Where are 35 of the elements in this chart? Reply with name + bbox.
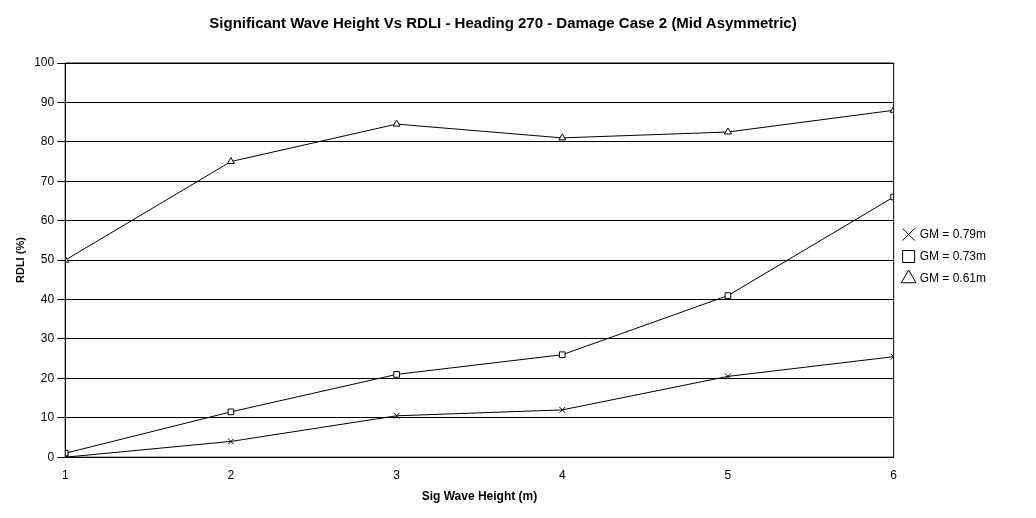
x-tick-label: 1 <box>61 467 69 482</box>
y-tick-label: 90 <box>40 94 55 109</box>
x-tick-label: 3 <box>393 467 401 482</box>
y-tick-label: 0 <box>47 449 55 464</box>
point <box>724 373 732 380</box>
point <box>227 408 235 416</box>
y-tick-label: 70 <box>40 173 55 188</box>
x-tick-label: 4 <box>558 467 566 482</box>
x-tick-label: 2 <box>227 467 235 482</box>
x-axis-title: Sig Wave Height (m) <box>421 489 538 504</box>
y-tick-label: 100 <box>34 55 55 70</box>
x-tick-label: 6 <box>890 467 898 482</box>
point <box>723 127 732 135</box>
legend-label: GM = 0.79m <box>919 226 986 241</box>
point <box>724 292 732 299</box>
y-tick-label: 80 <box>40 134 55 149</box>
point <box>392 119 401 127</box>
point <box>558 133 567 141</box>
point <box>226 157 235 165</box>
chart-title: Significant Wave Height Vs RDLI - Heading 270 - Damage Case 2 (Mid Asymmetric) <box>209 14 797 32</box>
y-tick-label: 20 <box>40 370 55 385</box>
y-tick-label: 10 <box>40 410 55 425</box>
y-axis-title: RDLI (%) <box>13 236 26 284</box>
y-tick-label: 40 <box>40 291 55 306</box>
x-tick-label: 5 <box>724 467 732 482</box>
point <box>558 406 566 414</box>
point <box>393 371 400 378</box>
y-tick-label: 50 <box>40 252 55 267</box>
point <box>558 351 566 359</box>
point <box>393 412 400 420</box>
legend-label: GM = 0.73m <box>919 248 986 263</box>
y-tick-label: 60 <box>40 212 55 227</box>
legend-label: GM = 0.61m <box>919 270 986 285</box>
point <box>227 438 235 445</box>
y-tick-label: 30 <box>40 331 55 346</box>
